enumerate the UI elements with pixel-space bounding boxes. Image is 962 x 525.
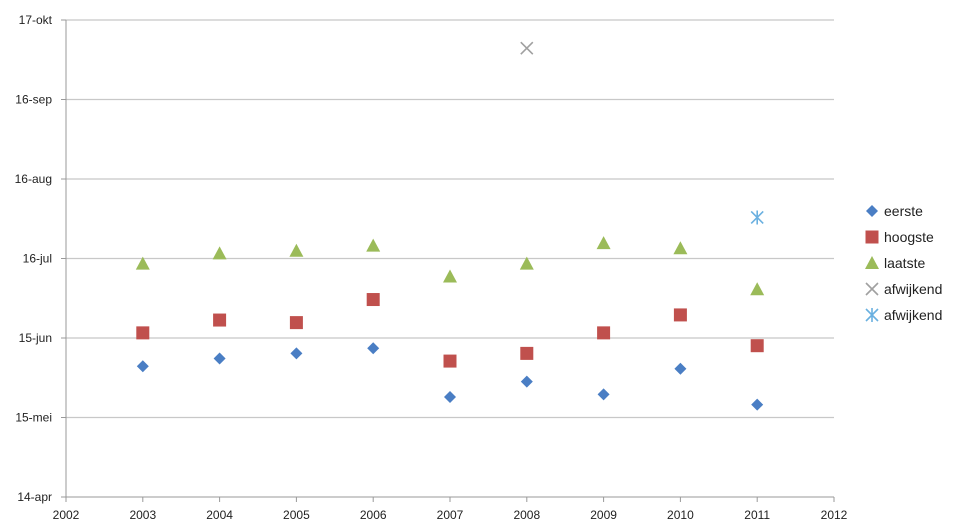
data-point-triangle-2 bbox=[519, 256, 534, 270]
data-point-square-1 bbox=[443, 354, 457, 368]
legend-marker-star bbox=[865, 308, 879, 322]
data-point-diamond-0 bbox=[367, 342, 380, 355]
y-tick-label: 15-mei bbox=[15, 411, 52, 425]
data-point-square-1 bbox=[673, 308, 687, 322]
x-tick-label: 2009 bbox=[590, 508, 617, 522]
x-tick-label: 2003 bbox=[129, 508, 156, 522]
data-point-square-1 bbox=[750, 339, 764, 353]
data-point-triangle-2 bbox=[596, 236, 611, 250]
data-point-triangle-2 bbox=[366, 238, 381, 252]
y-tick-label: 15-jun bbox=[19, 331, 52, 345]
x-tick-label: 2004 bbox=[206, 508, 233, 522]
data-point-diamond-0 bbox=[751, 398, 764, 411]
data-point-square-1 bbox=[289, 316, 303, 330]
data-point-diamond-0 bbox=[213, 352, 226, 365]
x-tick-label: 2010 bbox=[667, 508, 694, 522]
y-tick-label: 17-okt bbox=[19, 13, 53, 27]
data-point-diamond-0 bbox=[136, 360, 149, 373]
data-point-star-4 bbox=[750, 210, 764, 225]
legend-label: afwijkend bbox=[884, 281, 942, 297]
data-point-diamond-0 bbox=[674, 362, 687, 375]
legend-label: hoogste bbox=[884, 229, 934, 245]
data-point-diamond-0 bbox=[444, 390, 456, 403]
legend-marker-diamond bbox=[866, 205, 878, 217]
data-point-square-1 bbox=[366, 293, 380, 307]
y-tick-label: 16-jul bbox=[23, 252, 52, 266]
x-tick-label: 2002 bbox=[53, 508, 80, 522]
x-tick-label: 2005 bbox=[283, 508, 310, 522]
legend-marker-square bbox=[865, 230, 879, 244]
data-point-triangle-2 bbox=[673, 241, 688, 255]
x-tick-label: 2008 bbox=[513, 508, 540, 522]
legend-label: eerste bbox=[884, 203, 923, 219]
x-tick-label: 2006 bbox=[360, 508, 387, 522]
x-tick-label: 2012 bbox=[821, 508, 848, 522]
data-point-square-1 bbox=[213, 313, 227, 327]
legend: eerste hoogste laatste afwijkend afwijkend bbox=[865, 203, 942, 323]
data-point-triangle-2 bbox=[212, 246, 227, 260]
data-points bbox=[135, 41, 765, 411]
y-tick-label: 16-aug bbox=[15, 172, 52, 186]
data-point-triangle-2 bbox=[135, 256, 150, 270]
data-point-x-3 bbox=[520, 41, 534, 55]
y-tick-label: 14-apr bbox=[17, 490, 52, 504]
y-tick-label: 16-sep bbox=[15, 93, 52, 107]
data-point-diamond-0 bbox=[520, 375, 533, 388]
data-point-square-1 bbox=[136, 326, 150, 340]
data-point-triangle-2 bbox=[750, 282, 765, 296]
data-point-triangle-2 bbox=[289, 243, 304, 257]
axes: 14-apr 15-mei 15-jun 16-jul 16-aug 16-sep 17-o… bbox=[15, 13, 848, 522]
gridlines bbox=[66, 19, 834, 419]
legend-marker-triangle bbox=[865, 256, 879, 269]
data-point-diamond-0 bbox=[290, 347, 303, 360]
legend-marker-x bbox=[865, 282, 879, 296]
data-point-triangle-2 bbox=[443, 269, 457, 283]
x-tick-label: 2011 bbox=[744, 508, 770, 522]
data-point-diamond-0 bbox=[597, 388, 610, 401]
x-tick-label: 2007 bbox=[437, 508, 464, 522]
legend-label: afwijkend bbox=[884, 307, 942, 323]
data-point-square-1 bbox=[597, 326, 611, 340]
data-point-square-1 bbox=[520, 346, 534, 360]
legend-label: laatste bbox=[884, 255, 925, 271]
